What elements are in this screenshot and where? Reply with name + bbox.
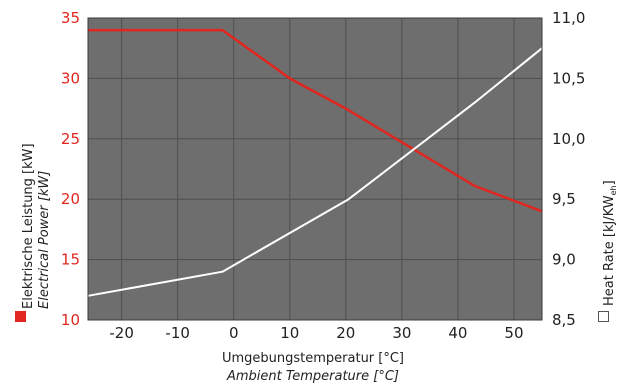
heat-rate-line <box>87 47 543 297</box>
x-tick-label: 50 <box>504 324 523 342</box>
y-tick-label: 35 <box>61 9 80 27</box>
x-tick-label: -10 <box>165 324 190 342</box>
x-axis-title-en: Ambient Temperature [°C] <box>226 369 399 384</box>
y2-tick-label: 8,5 <box>552 311 576 329</box>
x-tick-label: 30 <box>392 324 411 342</box>
series-lines <box>87 28 543 297</box>
y-tick-label: 15 <box>61 251 80 269</box>
y-tick-label: 30 <box>61 69 80 87</box>
x-tick-label: -20 <box>109 324 134 342</box>
x-tick-label: 0 <box>229 324 239 342</box>
tick-labels: -20 -10 0 10 20 30 40 50 10 15 20 25 30 35 8,5 9,0 9,5 10… <box>61 9 586 342</box>
electrical-power-line <box>88 28 543 213</box>
y-axis-title: Elektrische Leistung [kW] <box>21 143 36 309</box>
x-axis-title: Umgebungstemperatur [°C] <box>222 351 404 366</box>
y-tick-label: 10 <box>61 311 80 329</box>
y2-tick-label: 9,0 <box>552 251 576 269</box>
y2-axis-title-end: ] <box>602 180 617 185</box>
plot-frame <box>87 17 543 321</box>
y2-tick-label: 9,5 <box>552 190 576 208</box>
x-tick-label: 10 <box>280 324 299 342</box>
right-axis-title: Heat Rate [kJ/KWeh] <box>598 180 618 322</box>
y2-axis-title-main: Heat Rate [kJ/KW <box>602 195 617 306</box>
y2-axis-title: Heat Rate [kJ/KWeh] <box>602 180 618 306</box>
y2-axis-title-subscript: eh <box>609 185 618 195</box>
x-tick-label: 40 <box>448 324 467 342</box>
left-axis-title: Elektrische Leistung [kW] Electrical Pow… <box>15 143 52 322</box>
heat-rate-legend-swatch <box>598 311 609 322</box>
y-tick-label: 20 <box>61 190 80 208</box>
plot-background <box>88 18 542 320</box>
y2-tick-label: 10,5 <box>552 69 585 87</box>
electrical-power-legend-swatch <box>15 311 26 322</box>
x-tick-label: 20 <box>336 324 355 342</box>
y-axis-title-en: Electrical Power [kW] <box>37 171 52 309</box>
y2-tick-label: 11,0 <box>552 9 585 27</box>
y2-tick-label: 10,0 <box>552 130 585 148</box>
y-tick-label: 25 <box>61 130 80 148</box>
